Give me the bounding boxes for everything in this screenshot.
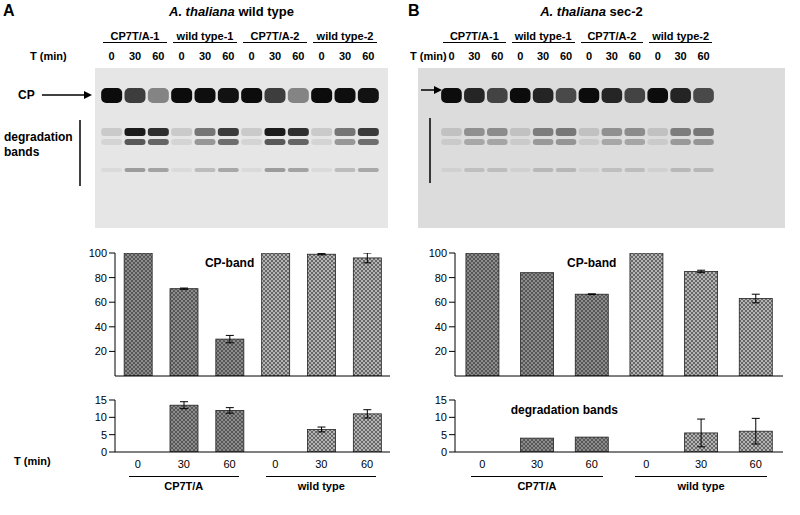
html-text:T (min): T (min) — [30, 50, 67, 62]
html-text:A. thaliana wild type: A. thaliana wild type — [169, 4, 294, 19]
svg-text:40: 40 — [435, 321, 447, 333]
svg-text:5: 5 — [101, 429, 107, 441]
html-text:T (min): T (min) — [410, 50, 447, 62]
svg-text:60: 60 — [750, 458, 762, 470]
svg-text:10: 10 — [435, 411, 447, 423]
html-text:0: 0 — [248, 50, 255, 62]
html-text:0: 0 — [108, 50, 115, 62]
html-text:30: 30 — [537, 50, 550, 62]
svg-text:0: 0 — [643, 458, 649, 470]
html-text:degradation bands: degradation bands — [4, 130, 73, 159]
html-text:CP7T/A-2: CP7T/A-2 — [587, 30, 637, 42]
svg-text:100: 100 — [89, 247, 107, 259]
svg-text:0: 0 — [441, 446, 447, 458]
html-text:30: 30 — [198, 50, 212, 62]
svg-text:15: 15 — [95, 394, 107, 406]
html-text:30: 30 — [268, 50, 282, 62]
html-text:wild type-1: wild type-1 — [514, 30, 572, 42]
svg-text:20: 20 — [435, 345, 447, 357]
html-text:CP7T/A: CP7T/A — [517, 480, 557, 492]
svg-text:30: 30 — [531, 458, 543, 470]
html-text:CP: CP — [18, 88, 35, 102]
html-text:CP7T/A-2: CP7T/A-2 — [250, 30, 300, 42]
svg-text:10: 10 — [95, 411, 107, 423]
html-text:0: 0 — [318, 50, 325, 62]
html-text:A: A — [3, 2, 15, 19]
svg-text:0: 0 — [479, 458, 485, 470]
html-text:CP7T/A-1: CP7T/A-1 — [110, 30, 160, 42]
html-text:60: 60 — [152, 50, 165, 62]
svg-text:5: 5 — [441, 429, 447, 441]
html-text:0: 0 — [585, 50, 592, 62]
html-text:30: 30 — [605, 50, 618, 62]
svg-text:80: 80 — [435, 272, 447, 284]
html-text:30: 30 — [338, 50, 352, 62]
html-text:0: 0 — [654, 50, 661, 62]
svg-text:80: 80 — [95, 272, 107, 284]
html-text:wild type-2: wild type-2 — [316, 30, 374, 42]
html-text:30: 30 — [468, 50, 481, 62]
svg-text:0: 0 — [135, 458, 141, 470]
html-text:60: 60 — [362, 50, 375, 62]
svg-text:100: 100 — [429, 247, 447, 259]
svg-text:30: 30 — [178, 458, 190, 470]
html-text:60: 60 — [292, 50, 305, 62]
html-text:30: 30 — [128, 50, 142, 62]
html-text:0: 0 — [178, 50, 185, 62]
html-text:0: 0 — [517, 50, 524, 62]
html-text:60: 60 — [697, 50, 710, 62]
html-text:60: 60 — [628, 50, 641, 62]
html-text:30: 30 — [674, 50, 687, 62]
svg-text:15: 15 — [435, 394, 447, 406]
svg-text:0: 0 — [101, 446, 107, 458]
svg-text:20: 20 — [95, 345, 107, 357]
svg-text:60: 60 — [435, 296, 447, 308]
html-text:A. thaliana sec-2: A. thaliana sec-2 — [540, 4, 643, 19]
html-text:CP-band: CP-band — [567, 256, 617, 270]
html-text:B: B — [408, 2, 420, 19]
svg-text:60: 60 — [586, 458, 598, 470]
html-text:wild type: wild type — [677, 480, 725, 492]
html-text:0: 0 — [448, 50, 455, 62]
svg-text:60: 60 — [361, 458, 373, 470]
svg-text:40: 40 — [95, 321, 107, 333]
html-text:60: 60 — [559, 50, 573, 62]
html-text:degradation bands: degradation bands — [510, 403, 618, 417]
html-text:T (min): T (min) — [14, 455, 51, 467]
svg-text:30: 30 — [315, 458, 327, 470]
html-text:wild type-2: wild type-2 — [652, 30, 709, 42]
svg-text:60: 60 — [95, 296, 107, 308]
html-text:wild type: wild type — [297, 480, 345, 492]
html-text:60: 60 — [491, 50, 504, 62]
svg-text:60: 60 — [223, 458, 235, 470]
html-text:CP7T/A: CP7T/A — [164, 480, 204, 492]
html-text:CP-band: CP-band — [204, 256, 255, 270]
svg-text:0: 0 — [272, 458, 278, 470]
svg-text:30: 30 — [695, 458, 707, 470]
html-text:60: 60 — [222, 50, 235, 62]
html-text:wild type-1: wild type-1 — [176, 30, 234, 42]
html-text:CP7T/A-1: CP7T/A-1 — [449, 30, 499, 42]
